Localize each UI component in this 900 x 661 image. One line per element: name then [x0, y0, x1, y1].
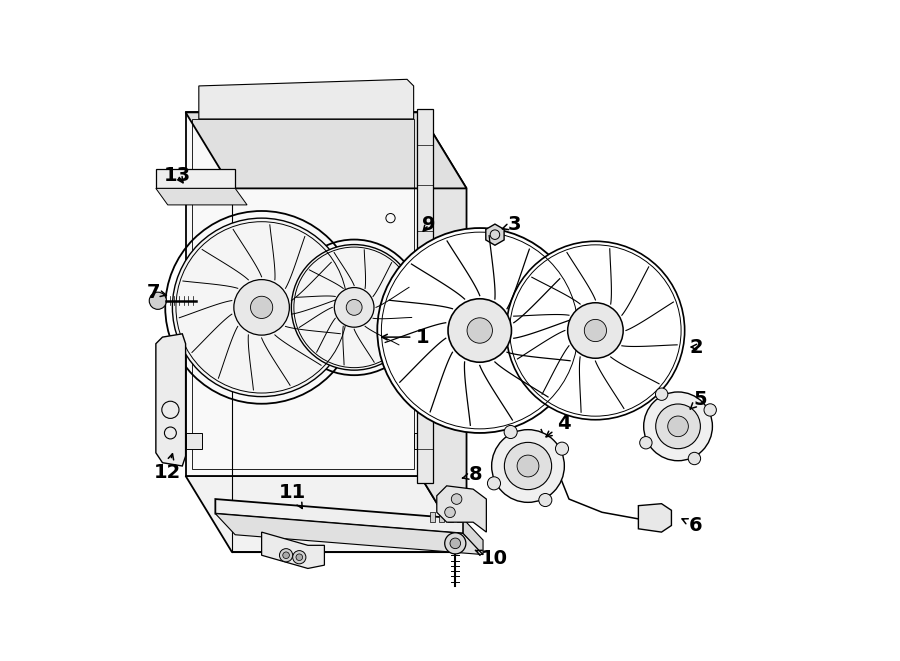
Text: 13: 13 — [164, 166, 191, 184]
Circle shape — [451, 494, 462, 504]
Circle shape — [173, 218, 351, 397]
Circle shape — [568, 303, 623, 358]
Circle shape — [504, 426, 518, 438]
Polygon shape — [156, 188, 248, 205]
Circle shape — [688, 452, 700, 465]
Text: 12: 12 — [154, 454, 181, 482]
Circle shape — [656, 404, 700, 449]
Polygon shape — [185, 476, 466, 552]
Circle shape — [704, 404, 716, 416]
Polygon shape — [448, 512, 453, 522]
Polygon shape — [185, 112, 466, 188]
Circle shape — [334, 288, 374, 327]
Circle shape — [149, 292, 166, 309]
Circle shape — [250, 296, 273, 319]
Circle shape — [644, 392, 713, 461]
Polygon shape — [430, 512, 436, 522]
Circle shape — [467, 318, 492, 343]
Circle shape — [584, 319, 607, 342]
Polygon shape — [439, 512, 445, 522]
Text: 3: 3 — [502, 215, 521, 234]
Text: 2: 2 — [689, 338, 703, 356]
Polygon shape — [464, 519, 483, 555]
Circle shape — [450, 538, 461, 549]
Circle shape — [292, 245, 417, 370]
Polygon shape — [156, 334, 185, 466]
Circle shape — [280, 549, 292, 562]
Text: 5: 5 — [690, 391, 707, 409]
Circle shape — [448, 299, 511, 362]
Circle shape — [445, 533, 466, 554]
Circle shape — [539, 494, 552, 506]
Circle shape — [283, 552, 290, 559]
Polygon shape — [185, 433, 202, 449]
Polygon shape — [185, 112, 420, 476]
Circle shape — [445, 507, 455, 518]
Polygon shape — [215, 514, 483, 555]
Text: 11: 11 — [279, 483, 306, 508]
Polygon shape — [215, 499, 464, 533]
Polygon shape — [456, 512, 462, 522]
Polygon shape — [436, 486, 486, 532]
Polygon shape — [638, 504, 671, 532]
Circle shape — [296, 554, 302, 561]
Polygon shape — [199, 79, 414, 119]
Text: 6: 6 — [682, 516, 703, 535]
Text: 8: 8 — [463, 465, 482, 484]
Circle shape — [234, 280, 290, 335]
Circle shape — [518, 455, 539, 477]
Circle shape — [488, 477, 500, 490]
Text: 10: 10 — [475, 549, 508, 568]
Circle shape — [555, 442, 569, 455]
Polygon shape — [262, 532, 324, 568]
Text: 4: 4 — [546, 414, 571, 437]
Polygon shape — [420, 112, 466, 552]
Polygon shape — [417, 109, 434, 483]
Circle shape — [506, 241, 685, 420]
Circle shape — [491, 430, 564, 502]
Circle shape — [292, 551, 306, 564]
Circle shape — [668, 416, 688, 437]
Text: 1: 1 — [382, 328, 429, 346]
Circle shape — [640, 436, 652, 449]
Circle shape — [346, 299, 362, 315]
Polygon shape — [414, 433, 434, 449]
Polygon shape — [156, 169, 235, 188]
Circle shape — [655, 388, 668, 401]
Circle shape — [377, 228, 582, 433]
Circle shape — [504, 442, 552, 490]
Polygon shape — [486, 224, 504, 245]
Text: 7: 7 — [147, 283, 166, 301]
Text: 9: 9 — [422, 215, 436, 234]
